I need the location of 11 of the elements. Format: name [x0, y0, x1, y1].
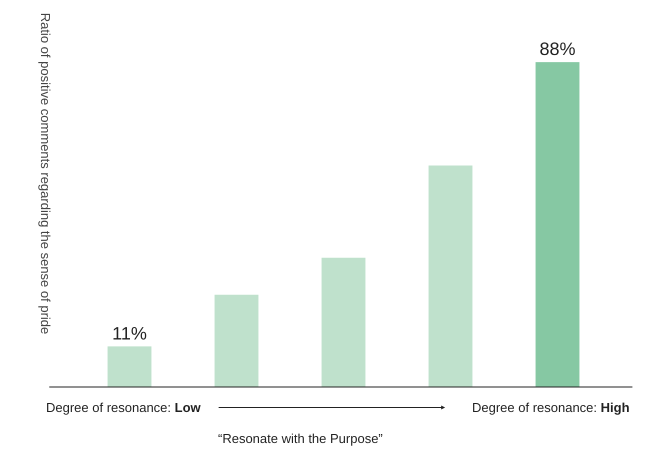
- bar: [108, 346, 152, 387]
- bar: [214, 294, 258, 387]
- text: Degree of resonance: High: [472, 400, 630, 415]
- text: Degree of resonance: Low: [46, 400, 202, 415]
- bar: [536, 62, 580, 387]
- y-axis-title: Ratio of positive comments regarding the sense of pride: [38, 12, 53, 334]
- bar: [428, 165, 472, 387]
- text: “Resonate with the Purpose”: [218, 431, 383, 446]
- bar: [322, 258, 366, 387]
- data-label: 88%: [539, 39, 576, 60]
- data-label: 11%: [112, 323, 147, 344]
